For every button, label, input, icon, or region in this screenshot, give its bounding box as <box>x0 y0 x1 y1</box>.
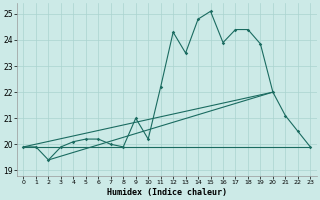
X-axis label: Humidex (Indice chaleur): Humidex (Indice chaleur) <box>107 188 227 197</box>
